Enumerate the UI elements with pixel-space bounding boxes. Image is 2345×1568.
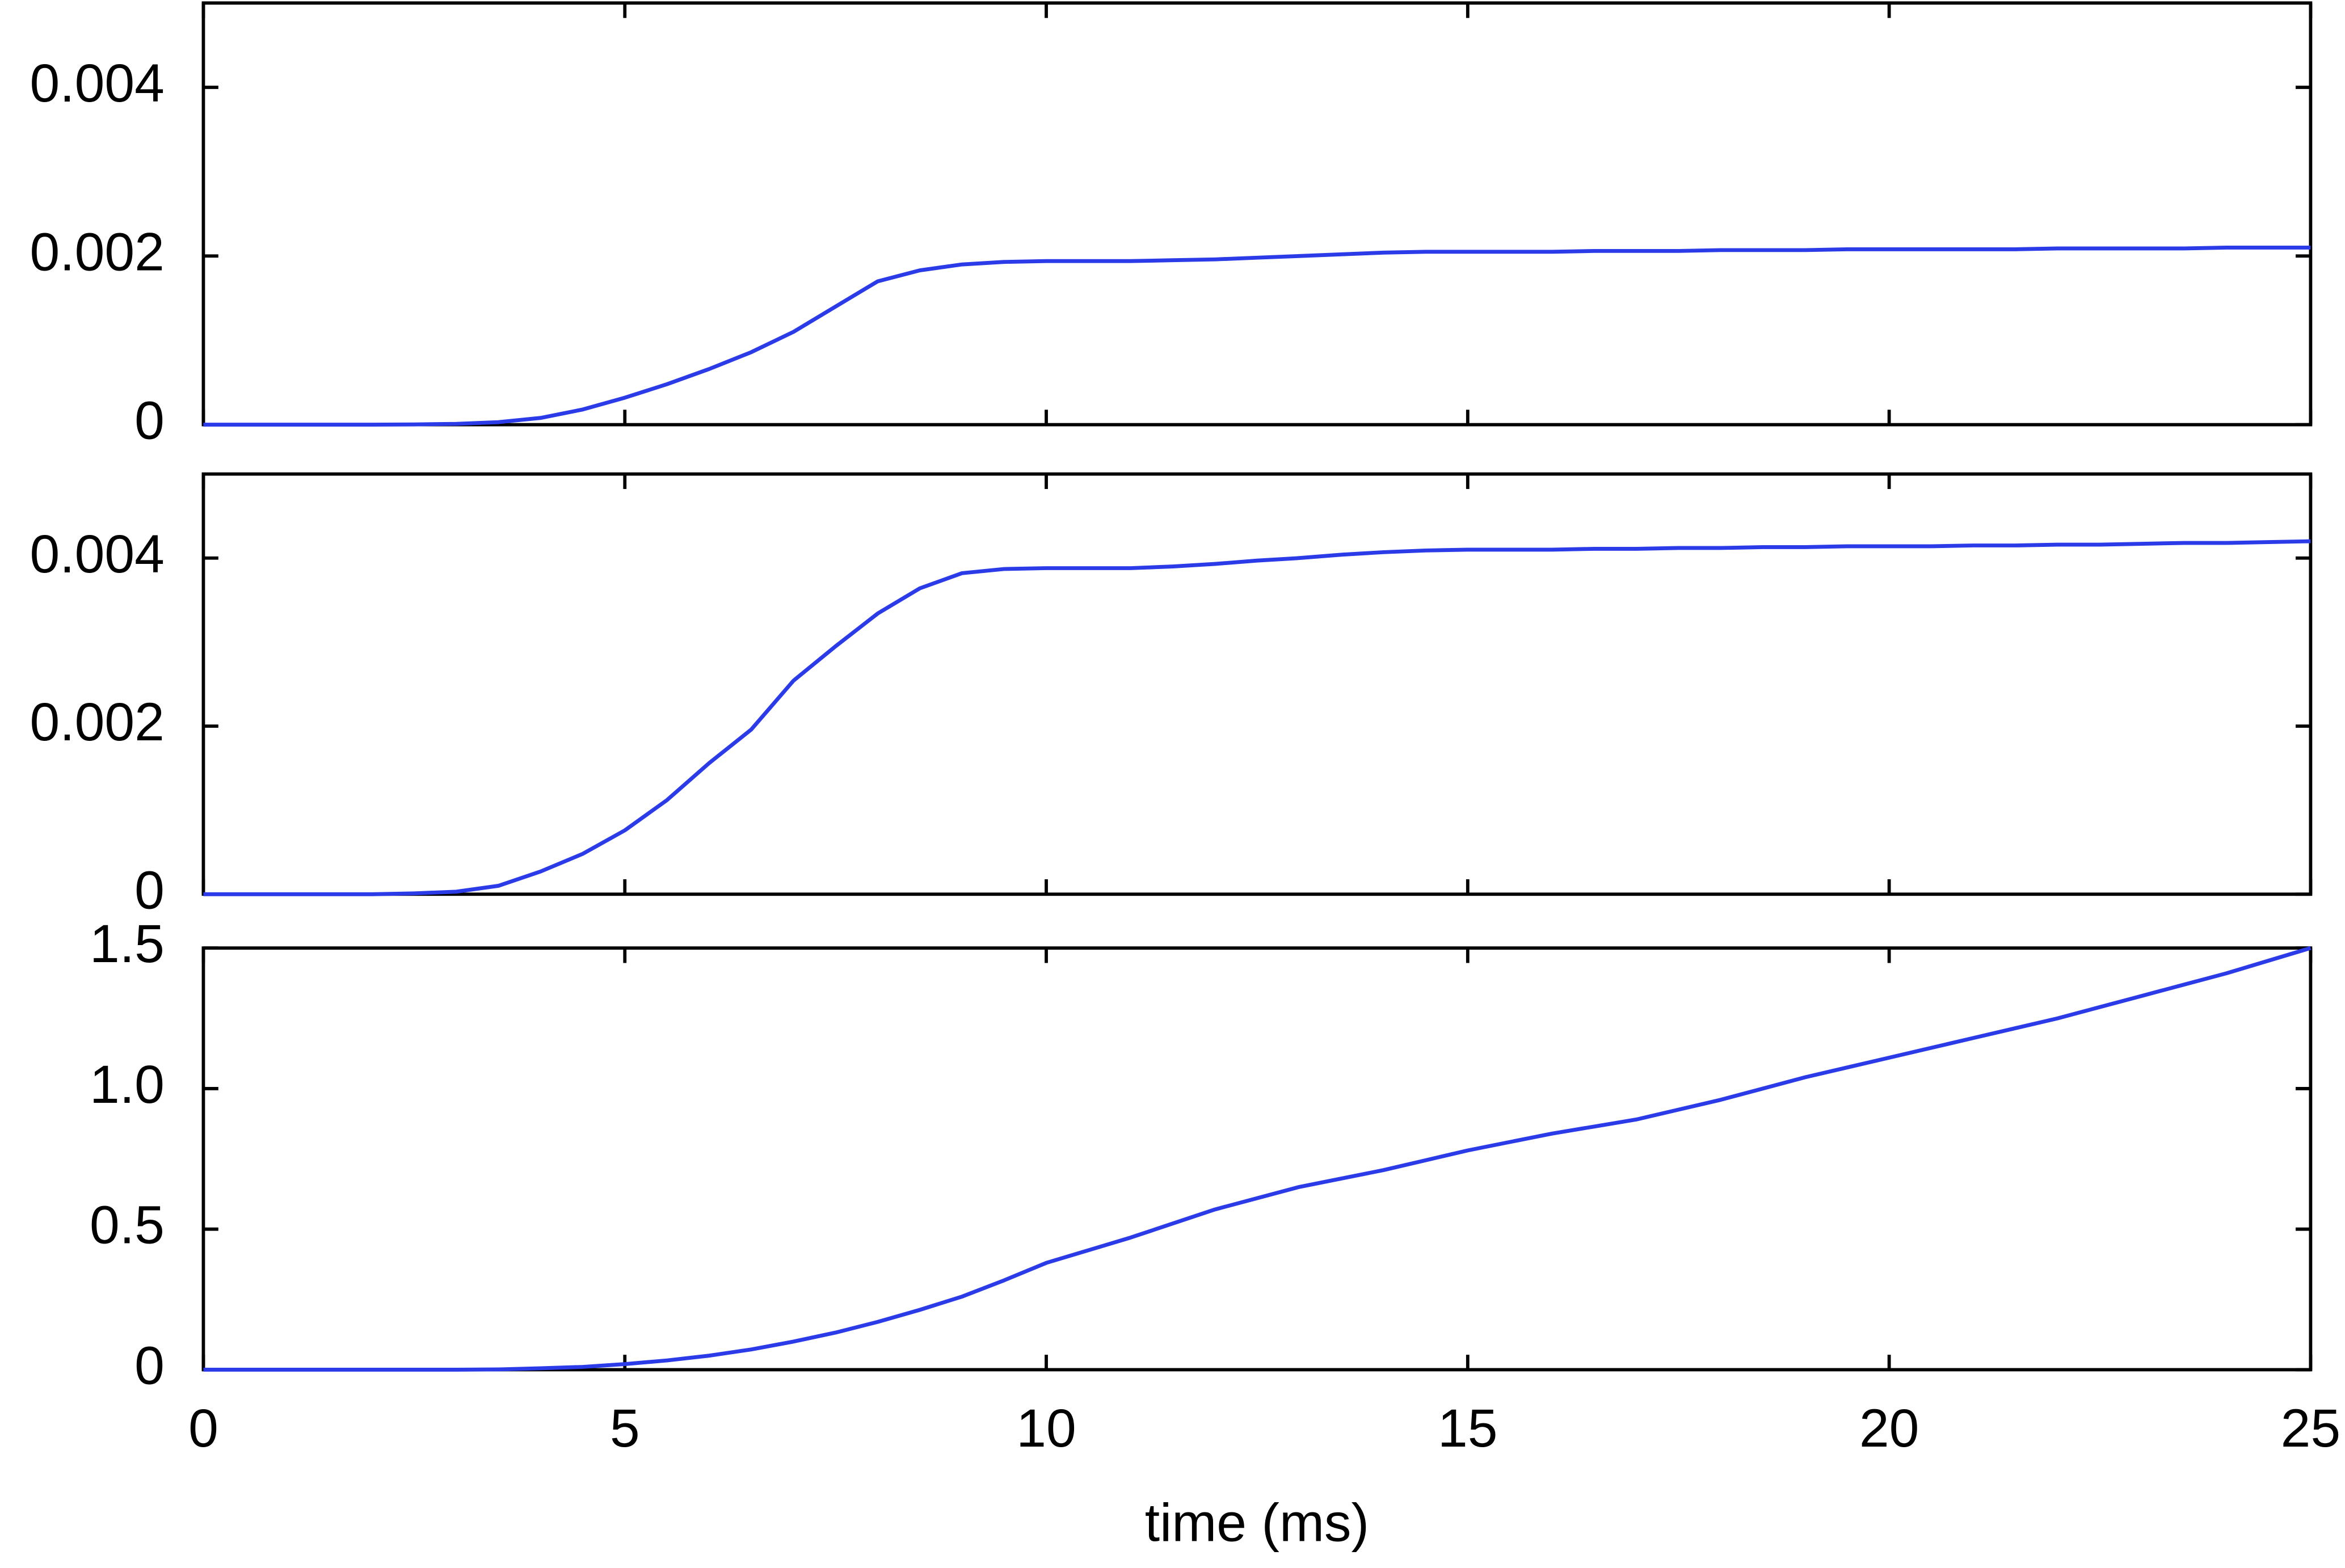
data-line [203, 245, 2311, 427]
y-tick-label: 0 [134, 860, 165, 920]
x-tick-label: 10 [1016, 1398, 1076, 1459]
x-axis-label: time (ms) [1145, 1493, 1369, 1553]
x-tick-label: 20 [1859, 1398, 1919, 1459]
y-tick-label: 0 [134, 391, 165, 451]
plot-frame [201, 472, 2313, 896]
x-tick-label: 15 [1438, 1398, 1498, 1459]
y-tick-label: 0.002 [30, 692, 165, 752]
y-tick-label: 1.5 [90, 914, 165, 974]
plot-frame [201, 946, 2313, 1372]
x-tick-label: 5 [610, 1398, 640, 1459]
x-tick-label: 25 [2281, 1398, 2341, 1459]
plot-frame [201, 1, 2313, 427]
data-line [203, 946, 2312, 1372]
y-tick-label: 0 [134, 1336, 165, 1396]
y-tick-label: 1.0 [90, 1055, 165, 1115]
x-tick-label: 0 [188, 1398, 218, 1459]
y-tick-label: 0.002 [30, 222, 165, 282]
y-tick-label: 0.004 [30, 53, 165, 113]
y-tick-label: 0.004 [30, 524, 165, 584]
data-line [203, 539, 2311, 896]
y-tick-label: 0.5 [90, 1195, 165, 1255]
